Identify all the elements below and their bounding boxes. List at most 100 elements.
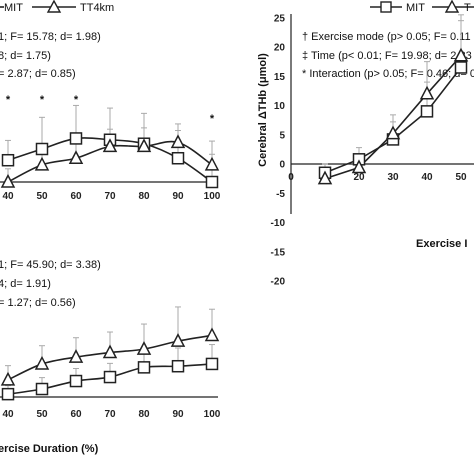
y-tick-label: 25 <box>274 13 286 24</box>
panel-b-stats-line-1: 1; F= 15.78; d= 1.98) <box>0 31 101 43</box>
x-tick-label: 0 <box>288 172 294 183</box>
data-point-tt4km <box>204 327 220 342</box>
y-tick-label: 0 <box>279 160 285 171</box>
panel-b-stats-line-2: 8; d= 1.75) <box>0 50 51 62</box>
data-point-mit <box>205 357 219 371</box>
data-point-tt4km <box>102 138 118 153</box>
data-point-mit <box>1 387 15 401</box>
data-point-mit <box>205 175 219 189</box>
panel-c-legend-mit-label: MIT <box>406 2 425 14</box>
data-point-tt4km <box>34 355 50 370</box>
panel-c-legend-t-label: T <box>464 2 471 14</box>
panel-b-stats: 1; F= 15.78; d= 1.98) 8; d= 1.75) = 2.87… <box>0 31 101 80</box>
legend-tt4km-label: TT4km <box>80 2 114 14</box>
x-tick-label: 70 <box>104 409 116 420</box>
y-tick-label: 10 <box>274 101 286 112</box>
x-tick-label: 50 <box>455 172 467 183</box>
data-point-mit <box>420 105 434 118</box>
data-point-tt4km <box>136 340 152 355</box>
x-tick-label: 30 <box>387 172 399 183</box>
data-point-mit <box>69 374 83 388</box>
panel-c-stats-line-1: † Exercise mode (p> 0.05; F= 0.11 <box>302 31 471 43</box>
data-point-mit <box>171 151 185 165</box>
x-tick-label: 60 <box>70 409 82 420</box>
panel-d-markers <box>0 327 220 401</box>
significance-asterisk: * <box>74 94 79 106</box>
data-point-t <box>419 85 435 100</box>
x-tick-label: 50 <box>36 191 48 202</box>
panel-b-x-tick-labels: 40 50 60 70 80 90 100 <box>2 191 220 202</box>
panel-d-stats-line-2: 4; d= 1.91) <box>0 278 51 290</box>
x-tick-label: 70 <box>104 191 116 202</box>
data-point-mit <box>35 382 49 396</box>
data-point-t <box>453 47 469 62</box>
y-tick-label: -15 <box>271 247 286 258</box>
panel-c-stats-line-3: * Interaction (p> 0.05; F= 0.46; d= 0 <box>302 68 474 80</box>
x-tick-label: 60 <box>70 191 82 202</box>
x-tick-label: 40 <box>421 172 433 183</box>
legend-top-left: MIT TT4km <box>0 0 114 14</box>
data-point-tt4km <box>102 344 118 359</box>
x-tick-label: 100 <box>204 409 221 420</box>
panel-d-stats: 1; F= 45.90; d= 3.38) 4; d= 1.91) = 1.27… <box>0 259 101 309</box>
x-tick-label: 90 <box>172 409 184 420</box>
x-tick-label: 50 <box>36 409 48 420</box>
data-point-tt4km <box>34 156 50 171</box>
panel-d-x-axis-label: ercise Duration (%) <box>0 443 99 455</box>
data-point-t <box>317 170 333 185</box>
panel-c-markers <box>317 47 469 185</box>
panel-c-legend: MIT T <box>370 0 474 14</box>
x-tick-label: 20 <box>353 172 365 183</box>
significance-asterisk: * <box>210 113 215 125</box>
panel-d-stats-line-1: 1; F= 45.90; d= 3.38) <box>0 259 101 271</box>
data-point-mit <box>1 153 15 167</box>
panel-c-legend-square-marker <box>380 1 392 13</box>
data-point-tt4km <box>0 371 16 386</box>
x-tick-label: 40 <box>2 191 14 202</box>
y-tick-label: -20 <box>271 277 286 288</box>
data-point-mit <box>171 359 185 373</box>
x-tick-label: 90 <box>172 191 184 202</box>
panel-c-y-axis-label: Cerebral ΔTHb (μmol) <box>257 53 269 167</box>
x-tick-label: 100 <box>204 191 221 202</box>
x-tick-label: 80 <box>138 191 150 202</box>
y-tick-label: -10 <box>271 218 286 229</box>
panel-d-x-tick-labels: 40 50 60 70 80 90 100 <box>2 409 220 420</box>
panel-c-x-axis-label: Exercise I <box>416 238 467 250</box>
y-tick-label: 20 <box>274 43 286 54</box>
significance-asterisk: * <box>6 94 11 106</box>
data-point-mit <box>69 132 83 145</box>
panel-d-plot: 40 50 60 70 80 90 100 ercise Duration (%) <box>0 306 221 455</box>
y-tick-label: 5 <box>279 130 285 141</box>
data-point-tt4km <box>68 150 84 164</box>
legend-triangle-marker <box>46 0 62 13</box>
panel-c-x-tick-labels: 01020304050 <box>288 172 467 183</box>
panel-c-stats-line-2: ‡ Time (p< 0.01; F= 19.98; d= 2.23 <box>302 50 472 62</box>
data-point-mit <box>137 361 151 374</box>
data-point-tt4km <box>136 138 152 153</box>
panel-b-markers <box>0 132 220 189</box>
data-point-tt4km <box>170 333 186 347</box>
data-point-mit <box>454 61 468 74</box>
panel-b-asterisks: * * * * <box>6 94 215 125</box>
legend-mit-label: MIT <box>4 2 23 14</box>
panel-b-plot: 40 50 60 70 80 90 100 * * * * <box>0 94 221 202</box>
panel-b-stats-line-3: = 2.87; d= 0.85) <box>0 68 76 80</box>
data-point-tt4km <box>204 156 220 171</box>
data-point-tt4km <box>68 348 84 363</box>
data-point-tt4km <box>170 134 186 149</box>
significance-asterisk: * <box>40 94 45 106</box>
data-point-mit <box>35 142 49 156</box>
y-tick-label: 15 <box>274 72 286 83</box>
x-tick-label: 40 <box>2 409 14 420</box>
data-point-mit <box>103 370 117 384</box>
panel-c-plot: MIT T † Exercise mode (p> 0.05; F= 0.11 … <box>257 0 474 288</box>
panel-d-stats-line-3: = 1.27; d= 0.56) <box>0 297 76 309</box>
x-tick-label: 80 <box>138 409 150 420</box>
data-point-t <box>351 159 367 174</box>
data-point-t <box>385 125 401 140</box>
panel-c-legend-triangle-marker <box>444 0 460 13</box>
y-tick-label: -5 <box>276 189 285 200</box>
panel-c-y-tick-labels: 25 20 15 10 5 0 -5 -10 -15 -20 <box>271 13 286 287</box>
